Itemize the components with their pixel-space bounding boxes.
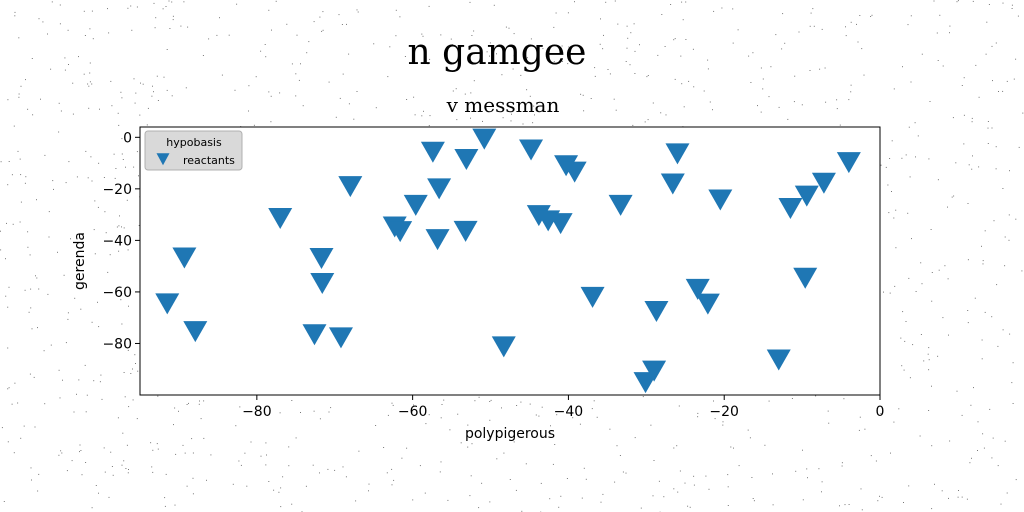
scatter-point — [695, 293, 720, 315]
scatter-point — [836, 152, 861, 174]
x-tick-label: −80 — [242, 404, 272, 420]
scatter-point — [794, 185, 819, 207]
scatter-point — [309, 247, 334, 269]
scatter-point — [778, 197, 803, 219]
scatter-point — [472, 128, 497, 150]
scatter-point — [183, 321, 208, 343]
scatter-point — [685, 278, 710, 300]
x-axis-label: polypigerous — [465, 426, 555, 442]
y-tick-label: −60 — [102, 285, 132, 301]
figure-suptitle: n gamgee — [408, 32, 587, 73]
axis-ticks: −80 −60 −40 −20 0 0 −20 −40 −60 −80 — [102, 130, 884, 420]
scatter-point — [644, 301, 669, 323]
axes-title: v messman — [446, 93, 560, 117]
scatter-point — [608, 194, 633, 216]
plot-area — [140, 127, 880, 395]
x-tick-label: −20 — [709, 404, 739, 420]
legend: hypobasis reactants — [144, 130, 243, 171]
scatter-point — [268, 208, 293, 230]
x-tick-label: −40 — [554, 404, 584, 420]
scatter-point — [633, 372, 658, 394]
scatter-points — [155, 128, 861, 394]
scatter-point — [491, 336, 516, 358]
scatter-point — [562, 161, 587, 183]
x-tick-label: 0 — [876, 404, 885, 420]
scatter-point — [388, 221, 413, 243]
legend-title: hypobasis — [166, 136, 222, 149]
y-tick-label: −20 — [102, 182, 132, 198]
scatter-point — [427, 178, 452, 200]
scatter-point — [642, 360, 667, 382]
scatter-point — [548, 213, 573, 235]
scatter-point — [766, 349, 791, 371]
scatter-point — [665, 143, 690, 165]
scatter-point — [708, 189, 733, 211]
y-tick-label: −40 — [102, 233, 132, 249]
scatter-point — [172, 247, 197, 269]
y-tick-label: 0 — [123, 130, 132, 146]
y-tick-label: −80 — [102, 336, 132, 352]
scatter-point — [310, 272, 335, 294]
scatter-point — [425, 229, 450, 251]
scatter-point — [580, 286, 605, 308]
scatter-point — [454, 149, 479, 171]
scatter-point — [338, 176, 363, 198]
scatter-point — [155, 293, 180, 315]
scatter-point — [420, 141, 445, 163]
scatter-point — [403, 194, 428, 216]
legend-box — [144, 130, 243, 171]
scatter-point — [328, 327, 353, 349]
scatter-point — [302, 324, 327, 346]
legend-label: reactants — [183, 154, 235, 167]
scatter-point — [660, 173, 685, 195]
scatter-point — [811, 172, 836, 194]
scatter-point — [793, 267, 818, 289]
y-axis-label: gerenda — [72, 232, 88, 290]
x-tick-label: −60 — [398, 404, 428, 420]
scatter-point — [519, 139, 544, 161]
plot-frame — [139, 126, 881, 396]
scatter-point — [453, 220, 478, 242]
legend-marker-icon — [156, 153, 170, 166]
